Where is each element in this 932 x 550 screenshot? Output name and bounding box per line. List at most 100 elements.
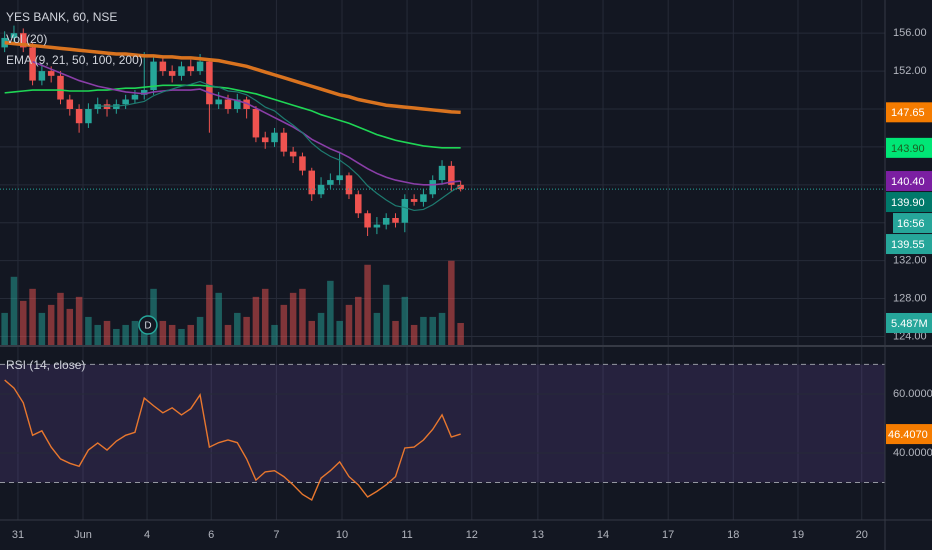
volume-bar xyxy=(345,304,353,345)
price-tag xyxy=(886,137,932,158)
candle-body xyxy=(355,194,362,214)
y-tick-label: 132.00 xyxy=(893,255,927,267)
candle-body xyxy=(299,156,306,171)
y-tick-label: 128.00 xyxy=(893,292,927,304)
volume-bar xyxy=(438,312,446,345)
candle-body xyxy=(196,61,204,72)
ema-line xyxy=(97,80,461,212)
volume-bar xyxy=(85,316,92,345)
volume-bar xyxy=(10,276,18,345)
x-tick-label: 10 xyxy=(336,529,348,541)
candle-body xyxy=(271,132,278,143)
volume-bar xyxy=(271,324,278,345)
countdown: 16:56 xyxy=(897,218,925,230)
volume-bar xyxy=(122,324,129,345)
candle-body xyxy=(448,165,455,185)
volume-bar xyxy=(429,316,436,345)
y-tick-label: 60.0000 xyxy=(893,388,932,400)
y-tick-label: 40.0000 xyxy=(893,447,932,459)
candle-body xyxy=(438,165,446,181)
volume-bar xyxy=(410,324,418,345)
volume-tag xyxy=(886,312,932,333)
volume-bar xyxy=(150,288,157,345)
volume-bar xyxy=(299,288,306,345)
x-tick-label: 13 xyxy=(532,529,544,541)
rsi-tag-label: 46.4070 xyxy=(888,429,928,441)
candle-body xyxy=(215,99,222,105)
candle-body xyxy=(420,194,427,202)
legend-entry[interactable]: EMA (9, 21, 50, 100, 200) xyxy=(6,53,143,67)
candle-body xyxy=(131,94,139,100)
marks: D xyxy=(0,25,885,501)
candle-body xyxy=(336,175,343,181)
candle-body xyxy=(261,137,269,143)
volume-bar xyxy=(317,312,325,345)
countdown-tag xyxy=(893,213,932,234)
x-tick-label: 17 xyxy=(662,529,674,541)
candle-body xyxy=(20,33,27,48)
candle-body xyxy=(168,71,176,76)
price-tag xyxy=(886,102,932,123)
grid: 124.00128.00132.00136.00140.00144.00148.… xyxy=(0,0,932,520)
volume-bar xyxy=(289,292,297,345)
volume-bar xyxy=(420,316,427,345)
volume-bar xyxy=(252,296,260,345)
price-tag-label: 139.90 xyxy=(891,197,925,209)
candle-body xyxy=(38,71,46,81)
volume-bar xyxy=(224,324,232,345)
volume-bar xyxy=(75,296,83,345)
volume-bar xyxy=(261,288,269,345)
candle-body xyxy=(345,175,353,195)
volume-bar xyxy=(103,320,111,345)
candle-body xyxy=(234,99,241,109)
x-tick-label: 14 xyxy=(597,529,609,541)
x-tick-label: 18 xyxy=(727,529,739,541)
candle-body xyxy=(178,66,185,76)
rsi-band xyxy=(0,364,885,483)
candle-body xyxy=(140,90,148,95)
candle-body xyxy=(308,170,316,195)
candle-body xyxy=(75,108,83,124)
volume-bar xyxy=(20,300,27,345)
candle-body xyxy=(85,108,92,124)
rsi-title[interactable]: RSI (14, close) xyxy=(6,358,85,372)
candle-body xyxy=(252,108,260,138)
candle-body xyxy=(457,184,464,190)
candle-body xyxy=(373,224,381,228)
volume-bar xyxy=(168,324,176,345)
candle-body xyxy=(187,66,195,72)
y-tick-label: 156.00 xyxy=(893,27,927,39)
candle-body xyxy=(122,99,129,105)
candle-body xyxy=(289,151,297,157)
volume-bar xyxy=(1,312,8,345)
volume-bar xyxy=(392,320,399,345)
volume-bar xyxy=(327,280,334,345)
volume-bar xyxy=(140,328,148,345)
candle-body xyxy=(382,217,390,225)
candle-body xyxy=(10,33,18,38)
volume-bar xyxy=(355,296,362,345)
candle-body xyxy=(150,61,157,91)
price-tag-label: 139.55 xyxy=(891,239,925,251)
price-tag xyxy=(886,234,932,255)
candle-body xyxy=(243,99,250,109)
volume-bar xyxy=(47,304,55,345)
price-tag-label: 143.90 xyxy=(891,143,925,155)
candle-body xyxy=(410,199,418,202)
volume-bar xyxy=(457,322,464,345)
candle-body xyxy=(47,71,55,76)
candle-body xyxy=(327,180,334,185)
volume-bar xyxy=(196,316,204,345)
volume-bar xyxy=(187,324,195,345)
legend-entry[interactable]: Vol (20) xyxy=(6,32,47,46)
volume-bar xyxy=(206,284,213,345)
rsi-tag xyxy=(886,424,932,445)
candle-body xyxy=(364,213,371,228)
volume-bar xyxy=(131,320,139,345)
dividend-marker xyxy=(138,315,158,335)
candle-body xyxy=(1,37,8,48)
ema-line xyxy=(32,60,461,186)
x-tick-label: 12 xyxy=(466,529,478,541)
volume-bar xyxy=(178,328,185,345)
